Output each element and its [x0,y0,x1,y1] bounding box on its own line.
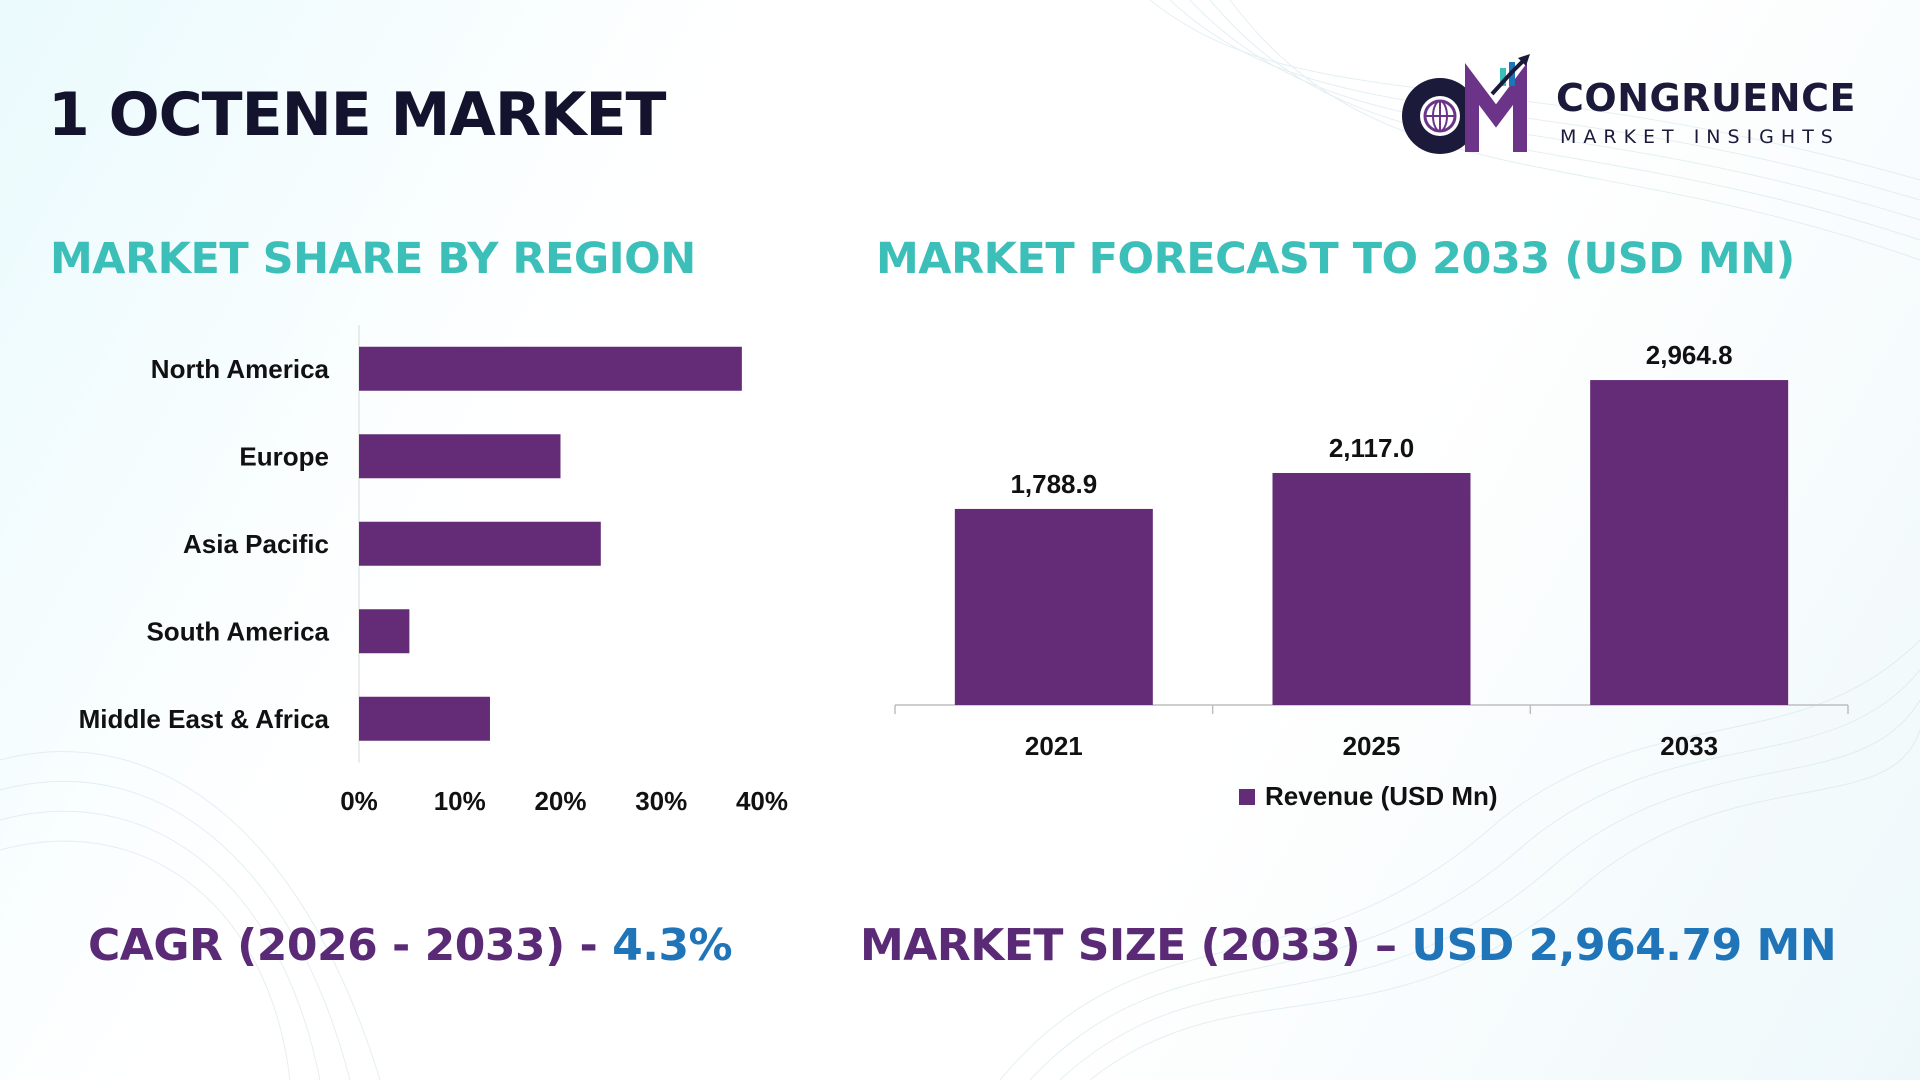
share-x-tick-label: 0% [340,786,378,816]
forecast-x-tick-label: 2025 [1343,731,1401,761]
share-category-label: North America [151,354,330,384]
share-x-tick-label: 40% [736,786,788,816]
page-title: 1 OCTENE MARKET [48,80,666,150]
forecast-section-title: MARKET FORECAST TO 2033 (USD MN) [876,234,1795,284]
share-bar [359,346,742,391]
forecast-bar [1590,380,1789,705]
market-size-value: USD 2,964.79 MN [1411,920,1837,971]
market-size-summary: MARKET SIZE (2033) – USD 2,964.79 MN [860,920,1837,971]
company-logo: CONGRUENCE MARKET INSIGHTS [1400,54,1870,164]
share-x-tick-label: 30% [635,786,687,816]
share-x-tick-label: 20% [534,786,586,816]
forecast-bar [954,508,1153,705]
share-x-tick-label: 10% [434,786,486,816]
forecast-x-tick-label: 2033 [1660,731,1718,761]
share-section-title: MARKET SHARE BY REGION [50,234,696,284]
forecast-data-label: 2,117.0 [1329,433,1414,463]
share-category-label: Middle East & Africa [79,704,330,734]
share-category-label: Asia Pacific [183,529,329,559]
logo-mark-icon [1402,54,1530,154]
forecast-x-tick-label: 2021 [1025,731,1083,761]
legend-swatch [1239,789,1255,805]
share-category-label: South America [146,616,329,646]
logo-name: CONGRUENCE [1556,76,1856,120]
cagr-label: CAGR (2026 - 2033) - [88,920,613,971]
share-bar [359,521,601,566]
share-category-label: Europe [239,441,329,471]
share-bar [359,434,561,479]
forecast-bar [1272,472,1471,705]
share-bar [359,609,410,654]
logo-tagline: MARKET INSIGHTS [1560,126,1840,148]
forecast-data-label: 2,964.8 [1646,340,1733,370]
cagr-value: 4.3% [612,920,733,971]
forecast-data-label: 1,788.9 [1010,469,1097,499]
legend-label: Revenue (USD Mn) [1265,781,1498,811]
market-size-label: MARKET SIZE (2033) – [860,920,1412,971]
share-bar [359,696,490,741]
cagr-summary: CAGR (2026 - 2033) - 4.3% [88,920,733,971]
